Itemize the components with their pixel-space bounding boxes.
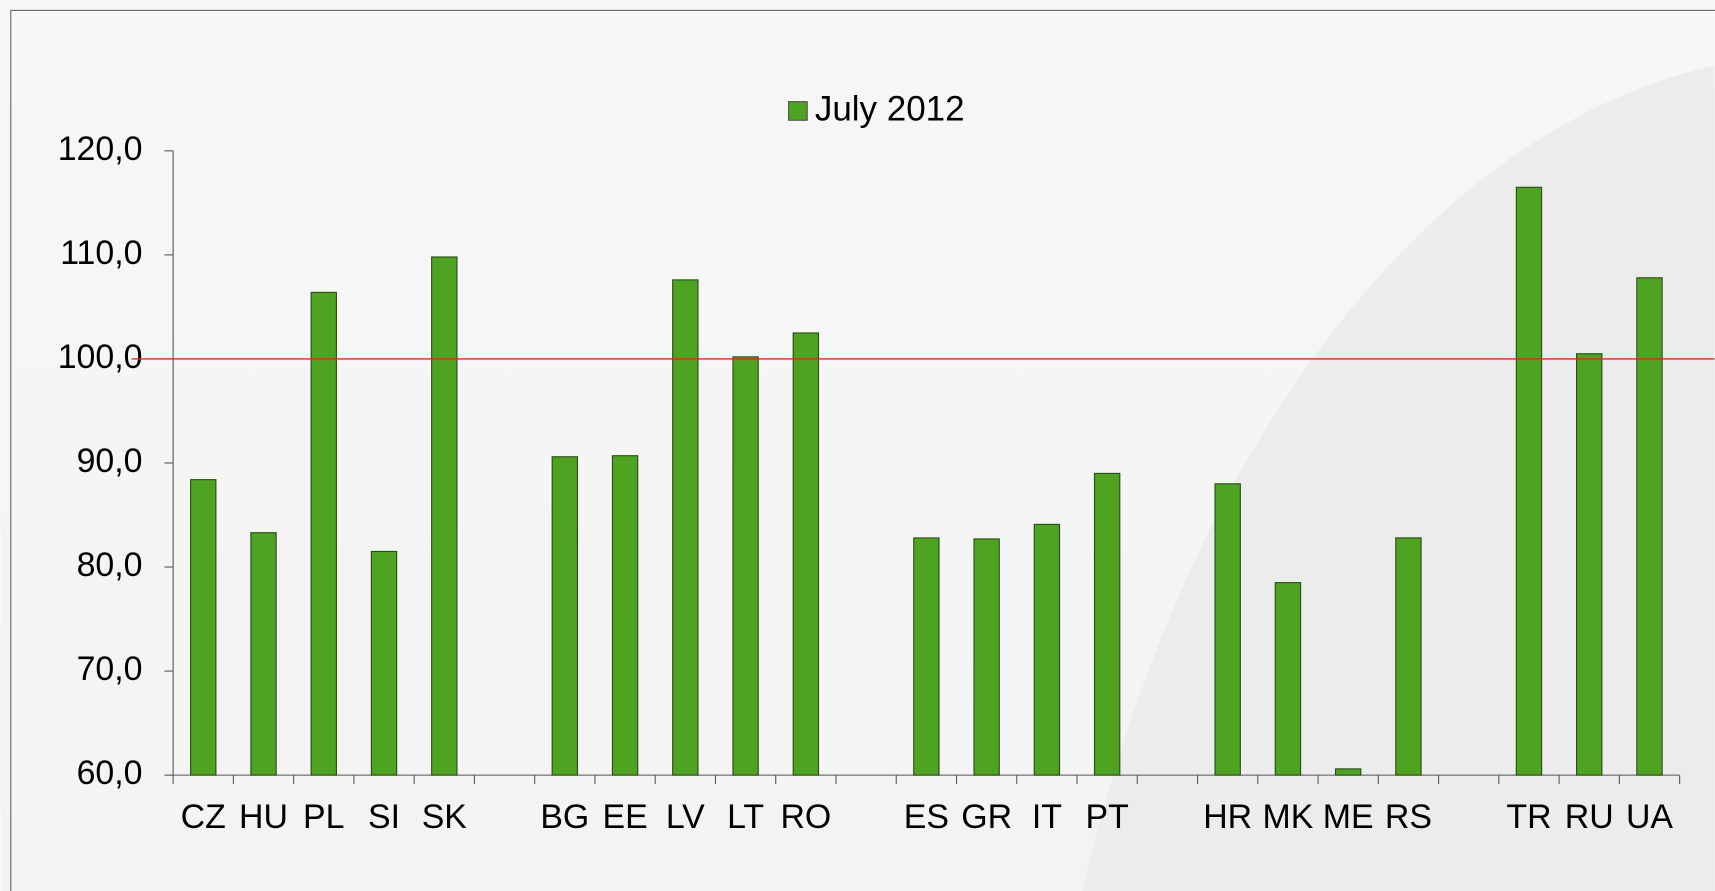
frame (10, 9, 1715, 891)
x-tick-label: ES (904, 798, 949, 836)
x-tick-label: IT (1032, 798, 1062, 836)
bar (1334, 768, 1362, 776)
x-tick-label: MK (1263, 798, 1314, 836)
x-tick-label: RO (780, 798, 831, 836)
bar (1395, 537, 1422, 776)
x-tick-label: RS (1385, 798, 1432, 836)
x-tick-label: SI (368, 798, 400, 836)
bar (190, 479, 217, 776)
x-tick-label: LT (727, 798, 764, 836)
x-tick-label: PL (303, 798, 344, 836)
y-tick-label: 60,0 (77, 754, 143, 792)
x-tick-label: TR (1506, 798, 1551, 836)
bar (913, 537, 940, 776)
bar (310, 291, 337, 776)
bar (1576, 353, 1603, 776)
x-tick-label: BG (540, 798, 589, 836)
bar (1033, 523, 1061, 776)
x-tick-label: HR (1203, 798, 1252, 836)
x-tick-label: HU (239, 798, 288, 836)
x-tick-label: EE (602, 798, 647, 836)
bar (792, 332, 820, 776)
bar (1214, 483, 1241, 776)
y-tick-label: 110,0 (60, 234, 142, 272)
x-tick-label: RU (1565, 798, 1614, 836)
bar (551, 456, 579, 776)
bar (973, 538, 1000, 776)
y-tick-label: 120,0 (58, 130, 143, 168)
bar (431, 256, 458, 776)
x-tick-label: CZ (181, 798, 226, 836)
x-tick-label: PT (1086, 798, 1129, 836)
y-tick-label: 80,0 (77, 546, 143, 584)
legend-swatch (788, 101, 808, 121)
x-tick-label: LV (666, 798, 705, 836)
y-tick-label: 90,0 (77, 442, 143, 480)
legend-label: July 2012 (815, 90, 965, 129)
bar (1515, 186, 1543, 776)
y-tick-label: 70,0 (77, 650, 143, 688)
bar (611, 455, 639, 776)
bar (370, 550, 398, 776)
bar (1093, 472, 1121, 776)
bar (672, 279, 699, 776)
x-tick-label: SK (422, 798, 468, 836)
bar (1274, 582, 1302, 776)
x-tick-label: ME (1323, 798, 1374, 836)
bar (250, 532, 277, 776)
bar (732, 356, 759, 776)
x-tick-label: UA (1626, 798, 1673, 836)
x-tick-label: GR (961, 798, 1012, 836)
y-tick-label: 100,0 (58, 338, 143, 376)
bar (1636, 277, 1663, 776)
